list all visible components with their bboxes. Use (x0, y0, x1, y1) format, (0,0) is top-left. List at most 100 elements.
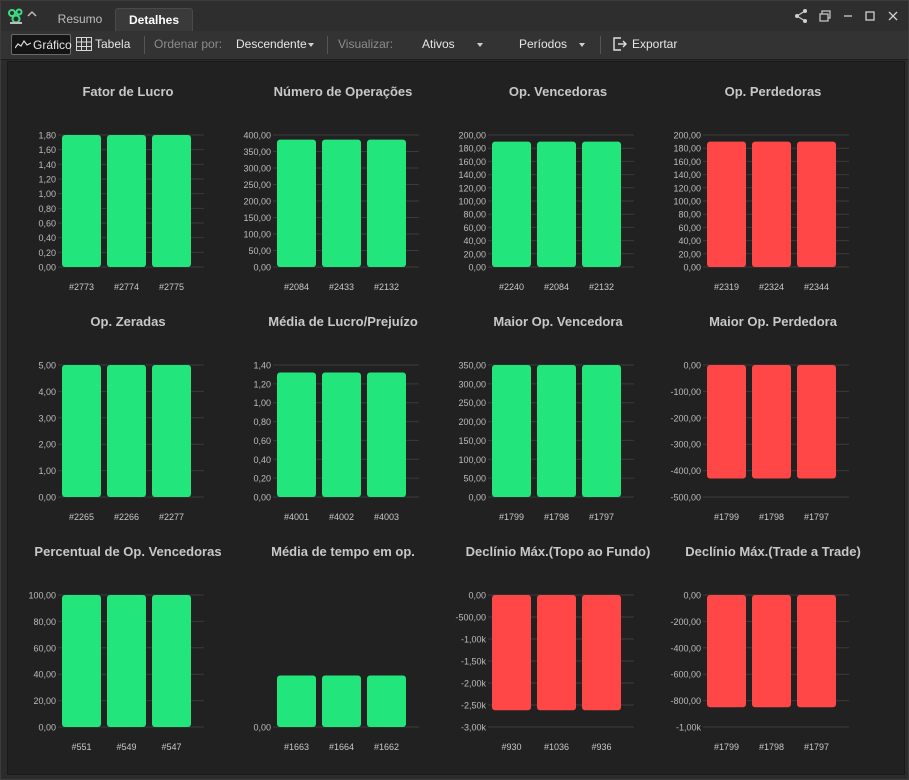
bar[interactable] (537, 595, 576, 711)
charts-panel: Fator de Lucro 0,00 0,20 0,40 0,60 0,80 1,00 1,… (7, 61, 905, 775)
x-tick-label: #2277 (159, 512, 184, 522)
bar[interactable] (492, 595, 531, 711)
y-tick-label: 0,00 (683, 591, 701, 601)
y-tick-label: 180,00 (458, 144, 486, 154)
y-tick-label: 1,80 (38, 131, 56, 141)
bar[interactable] (707, 141, 746, 267)
grafico-button[interactable]: Gráfico (11, 34, 72, 55)
y-tick-label: 300,00 (243, 164, 271, 174)
bar[interactable] (582, 141, 621, 267)
share-icon[interactable] (793, 8, 809, 24)
y-tick-label: 4,00 (38, 387, 56, 397)
bar[interactable] (707, 595, 746, 708)
bar[interactable] (797, 595, 836, 708)
x-tick-label: #2084 (284, 282, 309, 292)
bar[interactable] (582, 595, 621, 711)
y-tick-label: -600,00 (670, 670, 701, 680)
toolbar-divider (600, 36, 601, 54)
y-tick-label: 3,00 (38, 413, 56, 423)
y-tick-label: 20,00 (463, 249, 486, 259)
x-tick-label: #2266 (114, 512, 139, 522)
y-tick-label: -2,00k (461, 679, 487, 689)
y-tick-label: 100,00 (458, 455, 486, 465)
bar[interactable] (752, 365, 791, 479)
y-tick-label: 180,00 (673, 144, 701, 154)
x-tick-label: #2774 (114, 282, 139, 292)
bar[interactable] (152, 365, 191, 497)
exportar-button[interactable]: Exportar (612, 34, 682, 55)
y-tick-label: 20,00 (33, 696, 56, 706)
y-tick-label: 160,00 (458, 157, 486, 167)
bar[interactable] (62, 135, 101, 267)
bar[interactable] (537, 141, 576, 267)
bar[interactable] (107, 135, 146, 267)
bar[interactable] (62, 365, 101, 497)
bar[interactable] (152, 595, 191, 727)
bar[interactable] (277, 139, 316, 267)
y-tick-label: 80,00 (463, 210, 486, 220)
ordenar-value: Descendente (236, 37, 307, 51)
chevron-down-icon (477, 43, 483, 47)
chart-10: Média de tempo em op. 0,00 #1663 #1664 #1662 (253, 544, 419, 752)
x-tick-label: #547 (161, 742, 181, 752)
bar[interactable] (277, 675, 316, 727)
restore-window-icon[interactable] (817, 8, 833, 24)
x-tick-label: #549 (116, 742, 136, 752)
x-tick-label: #2773 (69, 282, 94, 292)
maximize-icon[interactable] (862, 8, 878, 24)
toolbar: Gráfico Tabela Ordenar por: Descendente … (1, 31, 908, 60)
y-tick-label: -100,00 (670, 387, 701, 397)
bar[interactable] (277, 372, 316, 497)
bar[interactable] (797, 365, 836, 479)
close-icon[interactable] (885, 8, 901, 24)
tab-detalhes[interactable]: Detalhes (115, 8, 193, 31)
y-tick-label: 200,00 (673, 131, 701, 141)
bar[interactable] (752, 141, 791, 267)
bar[interactable] (492, 141, 531, 267)
bar[interactable] (797, 141, 836, 267)
bar[interactable] (582, 365, 621, 497)
bar[interactable] (107, 595, 146, 727)
y-tick-label: 200,00 (243, 197, 271, 207)
bar[interactable] (322, 139, 361, 267)
ordenar-dropdown[interactable]: Descendente (236, 34, 318, 55)
chart-11: Declínio Máx.(Topo ao Fundo) 0,00 -500,00 -… (455, 544, 650, 752)
y-tick-label: 0,00 (253, 263, 271, 273)
y-tick-label: -500,00 (455, 613, 486, 623)
x-tick-label: #1797 (804, 742, 829, 752)
bar[interactable] (492, 365, 531, 497)
charts-grid: Fator de Lucro 0,00 0,20 0,40 0,60 0,80 1,00 1,… (28, 84, 860, 752)
chart-title: Maior Op. Perdedora (709, 314, 838, 329)
chevron-up-icon[interactable] (26, 8, 38, 20)
bar[interactable] (707, 365, 746, 479)
y-tick-label: 80,00 (33, 617, 56, 627)
bar[interactable] (367, 139, 406, 267)
tabela-button[interactable]: Tabela (76, 34, 136, 55)
ativos-dropdown[interactable]: Ativos (422, 34, 487, 55)
x-tick-label: #1798 (759, 512, 784, 522)
bar[interactable] (322, 372, 361, 497)
bar[interactable] (367, 372, 406, 497)
y-tick-label: 200,00 (458, 417, 486, 427)
y-tick-label: -300,00 (670, 440, 701, 450)
bar[interactable] (537, 365, 576, 497)
chart-title: Op. Perdedoras (725, 84, 822, 99)
bar[interactable] (152, 135, 191, 267)
tab-resumo[interactable]: Resumo (57, 12, 103, 26)
bar[interactable] (107, 365, 146, 497)
title-bar: Resumo Detalhes (1, 1, 908, 32)
y-tick-label: 150,00 (243, 213, 271, 223)
bar[interactable] (322, 675, 361, 727)
x-tick-label: #1798 (544, 512, 569, 522)
chart-title: Número de Operações (274, 84, 413, 99)
bar[interactable] (62, 595, 101, 727)
bar[interactable] (752, 595, 791, 708)
bar[interactable] (367, 675, 406, 727)
periodos-dropdown[interactable]: Períodos (519, 34, 591, 55)
exportar-label: Exportar (632, 37, 678, 51)
gear-cluster-icon[interactable] (7, 7, 25, 25)
minimize-icon[interactable] (840, 8, 856, 24)
chart-title: Percentual de Op. Vencedoras (34, 544, 221, 559)
x-tick-label: #1664 (329, 742, 354, 752)
y-tick-label: 400,00 (243, 131, 271, 141)
